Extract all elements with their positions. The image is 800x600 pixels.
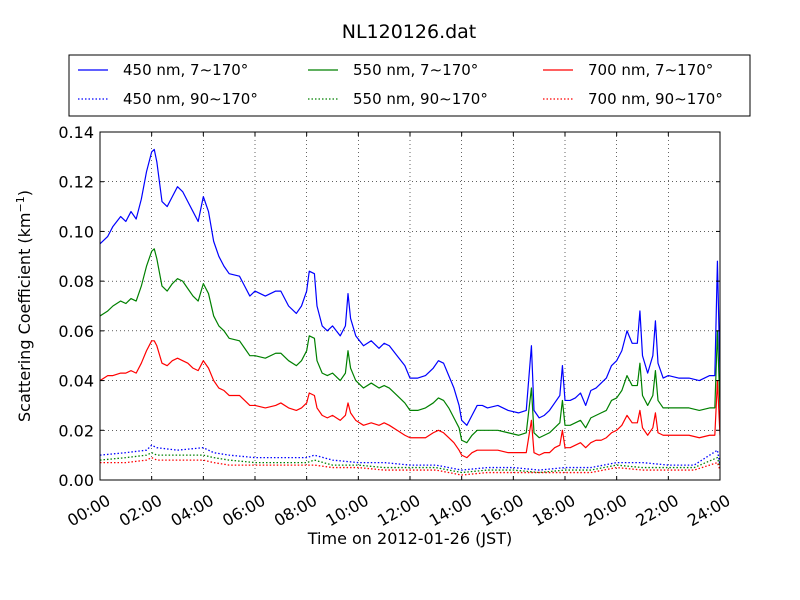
legend-label: 450 nm, 90∼170° — [123, 90, 258, 108]
y-axis-title: Scattering Coefficient (km−1) — [14, 190, 34, 422]
plot-area: 00:00 02:00 04:00 06:00 08:00 10:00 12:00 14:00… — [58, 123, 733, 530]
y-tick-label: 0.08 — [58, 272, 94, 291]
y-tick-label: 0.12 — [58, 173, 94, 192]
y-axis-title-main: Scattering Coefficient (km — [15, 212, 34, 422]
legend-label: 550 nm, 7∼170° — [353, 61, 478, 79]
series-line — [100, 148, 720, 426]
y-tick-label: 0.14 — [58, 123, 94, 142]
x-axis-title: Time on 2012-01-26 (JST) — [307, 529, 512, 548]
y-tick-label: 0.10 — [58, 222, 94, 241]
series-line — [100, 340, 720, 459]
y-tick-label: 0.04 — [58, 372, 94, 391]
legend-frame — [68, 54, 751, 117]
series-line — [100, 452, 720, 474]
series-line — [100, 248, 720, 444]
axis-ticks — [99, 131, 721, 481]
plot-background — [100, 132, 720, 480]
series-line — [100, 444, 720, 471]
legend: 450 nm, 7∼170° 550 nm, 7∼170° 700 nm, 7∼17… — [68, 54, 751, 117]
y-tick-label: 0.02 — [58, 421, 94, 440]
legend-label: 450 nm, 7∼170° — [123, 61, 248, 79]
series-lines — [100, 148, 720, 476]
y-axis-title-superscript: −1 — [14, 196, 27, 212]
y-tick-label: 0.00 — [58, 471, 94, 490]
y-axis-title-end: ) — [15, 190, 34, 196]
legend-items: 450 nm, 7∼170° 550 nm, 7∼170° 700 nm, 7∼17… — [78, 61, 723, 108]
y-tick-label: 0.06 — [58, 322, 94, 341]
legend-label: 700 nm, 7∼170° — [588, 61, 713, 79]
legend-label: 550 nm, 90∼170° — [353, 90, 488, 108]
y-tick-labels: 0.00 0.02 0.04 0.06 0.08 0.10 0.12 0.14 — [58, 123, 94, 490]
legend-label: 700 nm, 90∼170° — [588, 90, 723, 108]
chart-title: NL120126.dat — [342, 21, 477, 43]
